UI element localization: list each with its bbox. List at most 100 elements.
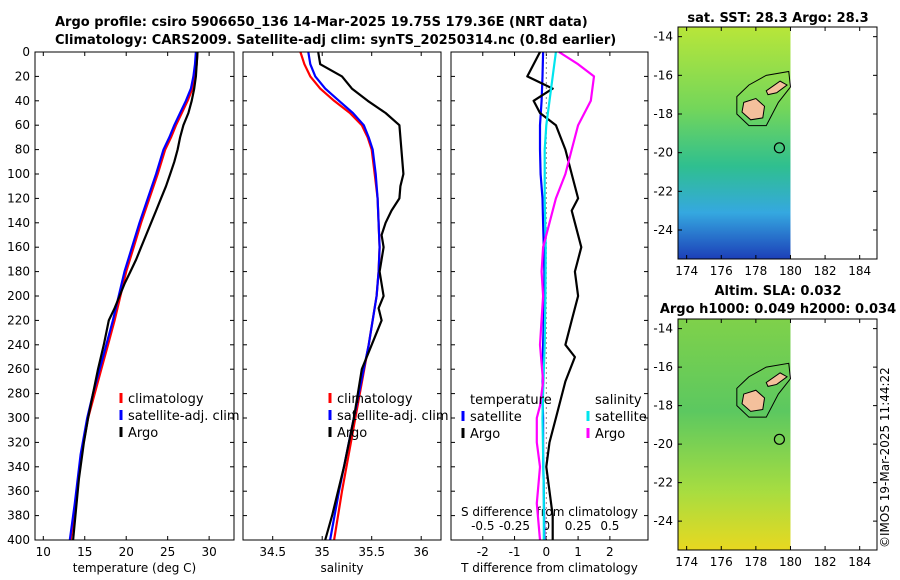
island-vanua-levu [765,372,788,387]
series-line-climatology [69,51,199,541]
depth-tick-label: 260 [7,362,30,376]
top-x-tick-label: 0.5 [600,519,619,533]
x-axis-label: salinity [320,561,363,575]
x-tick-label: 15 [77,545,92,559]
map-x-tick-label: 180 [779,264,802,278]
legend-label: climatology [337,392,413,407]
island-viti-levu [741,97,766,121]
legend-label: satellite-adj. clim [337,409,449,424]
map-x-tick-label: 178 [744,555,767,569]
depth-tick-label: 160 [7,240,30,254]
x-tick-label: 25 [160,545,175,559]
depth-tick-label: 60 [15,118,30,132]
legend-label: Argo [337,426,367,441]
map-y-tick-label: -22 [653,184,673,198]
map-x-tick-label: 182 [814,555,837,569]
figure-title-line-1: Argo profile: csiro 5906650_136 14-Mar-2… [55,15,588,30]
x-tick-label: 34.5 [259,545,286,559]
legend-label: Argo [595,427,625,442]
map-y-tick-label: -24 [653,223,673,237]
legend-label: satellite-adj. clim [128,409,240,424]
legend-label: climatology [128,392,204,407]
legend-label: Argo [128,426,158,441]
depth-tick-label: 180 [7,265,30,279]
chart-panel-difference: -2 -1 0 1 2 T difference from climatology -0.5… [450,51,649,575]
legend-title: salinity [595,393,642,408]
x-tick-label: 1 [574,545,582,559]
map-y-tick-label: -14 [653,30,673,44]
series-line-climatology [299,51,381,541]
figure-title-line-2: Climatology: CARS2009. Satellite-adj cli… [55,33,617,48]
chart-panel-temperature: 0 20 40 60 80 100 120 140 160 180 200 220 240 260 280 3… [7,45,240,575]
x-tick-label: 30 [201,545,216,559]
series-line-argo [72,51,199,541]
depth-tick-label: 240 [7,338,30,352]
top-x-tick-label: 0.25 [565,519,592,533]
map-x-tick-label: 174 [675,555,698,569]
x-tick-label: -1 [509,545,521,559]
depth-tick-label: 80 [15,143,30,157]
legend-label: Argo [470,427,500,442]
map-y-tick-label: -24 [653,514,673,528]
map-y-tick-label: -18 [653,107,673,121]
map-y-tick-label: -20 [653,437,673,451]
map-x-tick-label: 184 [848,264,871,278]
map-y-tick-label: -20 [653,146,673,160]
depth-tick-label: 280 [7,387,30,401]
x-tick-label: 35.5 [358,545,385,559]
map-title: Argo h1000: 0.049 h2000: 0.034 [660,302,896,317]
chart-panel-salinity: 34.5 35 35.5 36 salinity climatology satellite… [242,51,449,575]
top-x-tick-label: 0 [543,519,551,533]
map-x-tick-label: 184 [848,555,871,569]
legend-label: satellite [470,410,522,425]
map-y-tick-label: -22 [653,476,673,490]
x-tick-label: 20 [119,545,134,559]
island-viti-levu [741,389,766,412]
map-y-tick-label: -16 [653,360,673,374]
depth-tick-label: 220 [7,313,30,327]
reef-contour [736,362,791,418]
depth-tick-label: 320 [7,435,30,449]
map-title: Altim. SLA: 0.032 [715,284,842,299]
series-line-salinity-argo [535,51,596,541]
x-axis-label: T difference from climatology [460,561,638,575]
map-x-tick-label: 176 [710,555,733,569]
series-line-salinity-satellite [541,51,557,540]
map-frame [677,26,878,260]
x-tick-label: 0 [543,545,551,559]
depth-tick-label: 40 [15,94,30,108]
map-title: sat. SST: 28.3 Argo: 28.3 [687,11,868,26]
axes-frame [450,51,649,541]
legend-title: temperature [470,393,552,408]
x-axis-label: temperature (deg C) [73,561,196,575]
depth-tick-label: 200 [7,289,30,303]
map-x-tick-label: 174 [675,264,698,278]
map-sla: Altim. SLA: 0.032 Argo h1000: 0.049 h2000… [653,284,896,569]
depth-tick-label: 380 [7,509,30,523]
axes-frame [34,51,235,541]
x-tick-label: -2 [477,545,489,559]
series-line-temperature-argo [526,51,583,540]
top-x-axis-label: S difference from climatology [461,505,638,519]
argo-location-marker [773,433,786,445]
depth-tick-label: 100 [7,167,30,181]
x-tick-label: 36 [414,545,429,559]
argo-location-marker [773,142,786,154]
x-tick-label: 35 [315,545,330,559]
map-y-tick-label: -18 [653,399,673,413]
depth-tick-label: 400 [7,533,30,547]
depth-tick-label: 360 [7,484,30,498]
depth-tick-label: 340 [7,460,30,474]
map-x-tick-label: 178 [744,264,767,278]
map-sst: sat. SST: 28.3 Argo: 28.3 174 176 178 180 182… [653,11,878,278]
map-y-tick-label: -14 [653,322,673,336]
map-y-tick-label: -16 [653,68,673,82]
legend-label: satellite [595,410,647,425]
top-x-tick-label: -0.25 [499,519,530,533]
map-field [678,319,791,550]
map-x-tick-label: 176 [710,264,733,278]
depth-tick-label: 20 [15,69,30,83]
depth-tick-label: 300 [7,411,30,425]
map-x-tick-label: 180 [779,555,802,569]
